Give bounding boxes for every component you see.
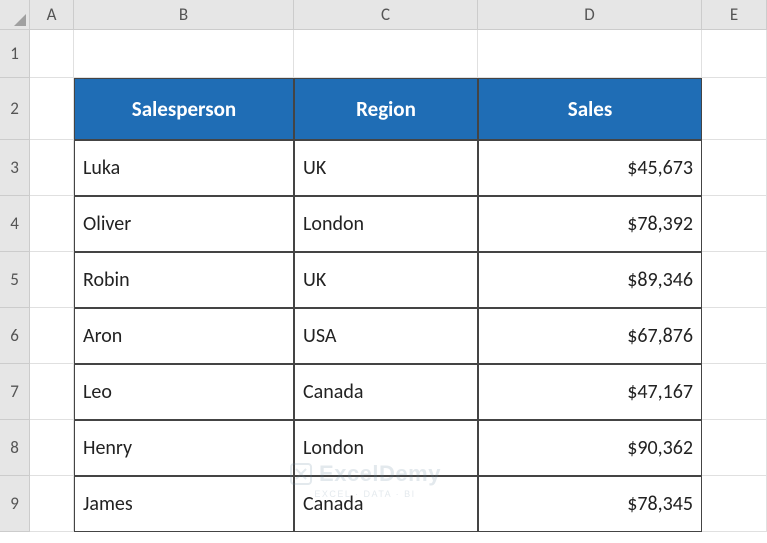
col-header-c[interactable]: C <box>294 0 478 29</box>
table-row[interactable]: $67,876 <box>478 308 702 364</box>
column-headers: A B C D E <box>30 0 767 30</box>
cell-e5[interactable] <box>702 252 767 308</box>
cell-e6[interactable] <box>702 308 767 364</box>
select-all-corner[interactable] <box>0 0 30 30</box>
cell-b1[interactable] <box>74 30 294 78</box>
cell-c1[interactable] <box>294 30 478 78</box>
cell-a8[interactable] <box>30 420 74 476</box>
table-row[interactable]: London <box>294 420 478 476</box>
cell-e2[interactable] <box>702 78 767 140</box>
row-header-9[interactable]: 9 <box>0 476 30 532</box>
table-row[interactable]: Canada <box>294 364 478 420</box>
spreadsheet-view: A B C D E 1 2 3 4 5 6 7 8 9 Salesperson … <box>0 0 767 543</box>
table-header-salesperson[interactable]: Salesperson <box>74 78 294 140</box>
table-row[interactable]: Aron <box>74 308 294 364</box>
table-row[interactable]: $45,673 <box>478 140 702 196</box>
cell-a4[interactable] <box>30 196 74 252</box>
cell-e8[interactable] <box>702 420 767 476</box>
table-row[interactable]: Robin <box>74 252 294 308</box>
cell-e4[interactable] <box>702 196 767 252</box>
cell-e7[interactable] <box>702 364 767 420</box>
cell-a1[interactable] <box>30 30 74 78</box>
row-headers: 1 2 3 4 5 6 7 8 9 <box>0 30 30 532</box>
cell-a9[interactable] <box>30 476 74 532</box>
table-row[interactable]: Henry <box>74 420 294 476</box>
table-header-sales[interactable]: Sales <box>478 78 702 140</box>
cell-d1[interactable] <box>478 30 702 78</box>
table-row[interactable]: USA <box>294 308 478 364</box>
cell-grid: Salesperson Region Sales Luka UK $45,673… <box>30 30 767 543</box>
cell-a5[interactable] <box>30 252 74 308</box>
table-row[interactable]: $89,346 <box>478 252 702 308</box>
row-header-4[interactable]: 4 <box>0 196 30 252</box>
col-header-b[interactable]: B <box>74 0 294 29</box>
cell-a2[interactable] <box>30 78 74 140</box>
col-header-d[interactable]: D <box>478 0 702 29</box>
table-row[interactable]: James <box>74 476 294 532</box>
cell-e3[interactable] <box>702 140 767 196</box>
table-row[interactable]: $78,392 <box>478 196 702 252</box>
row-header-3[interactable]: 3 <box>0 140 30 196</box>
table-row[interactable]: $47,167 <box>478 364 702 420</box>
row-header-6[interactable]: 6 <box>0 308 30 364</box>
table-row[interactable]: Luka <box>74 140 294 196</box>
cell-a7[interactable] <box>30 364 74 420</box>
table-row[interactable]: Oliver <box>74 196 294 252</box>
table-row[interactable]: UK <box>294 140 478 196</box>
table-row[interactable]: London <box>294 196 478 252</box>
row-header-2[interactable]: 2 <box>0 78 30 140</box>
table-row[interactable]: Canada <box>294 476 478 532</box>
table-row[interactable]: Leo <box>74 364 294 420</box>
row-header-8[interactable]: 8 <box>0 420 30 476</box>
row-header-5[interactable]: 5 <box>0 252 30 308</box>
select-all-triangle-icon <box>14 14 26 26</box>
cell-a6[interactable] <box>30 308 74 364</box>
col-header-a[interactable]: A <box>30 0 74 29</box>
row-header-7[interactable]: 7 <box>0 364 30 420</box>
table-row[interactable]: UK <box>294 252 478 308</box>
table-header-region[interactable]: Region <box>294 78 478 140</box>
table-row[interactable]: $78,345 <box>478 476 702 532</box>
cell-e1[interactable] <box>702 30 767 78</box>
cell-a3[interactable] <box>30 140 74 196</box>
cell-e9[interactable] <box>702 476 767 532</box>
col-header-e[interactable]: E <box>702 0 767 29</box>
table-row[interactable]: $90,362 <box>478 420 702 476</box>
row-header-1[interactable]: 1 <box>0 30 30 78</box>
